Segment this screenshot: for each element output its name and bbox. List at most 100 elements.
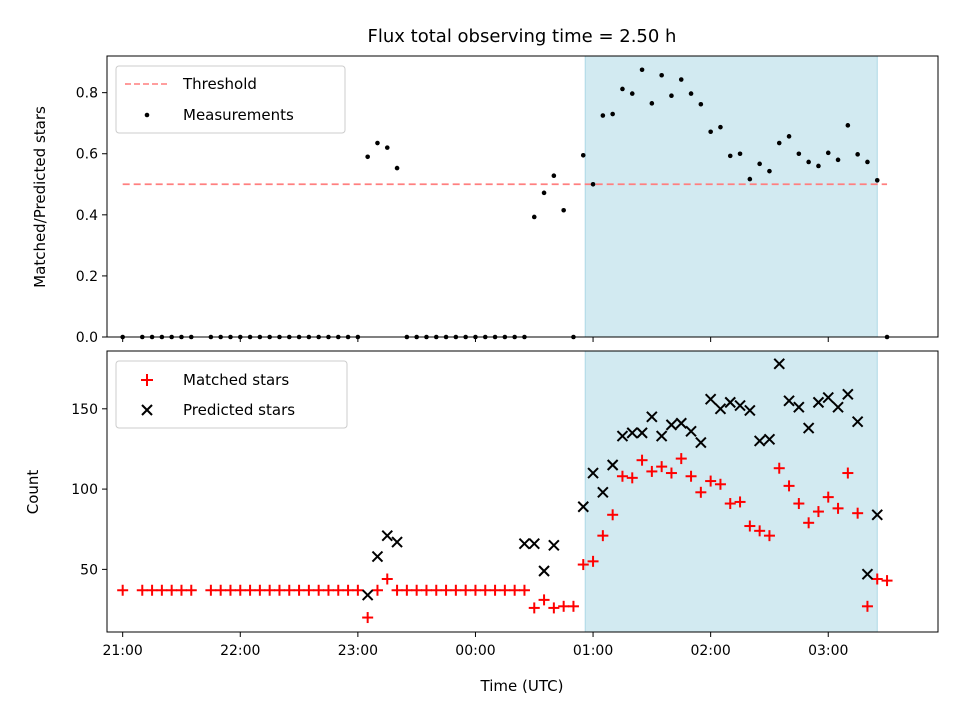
measurement-point: [727, 153, 733, 159]
measurement-point: [610, 111, 615, 117]
measurement-point: [669, 93, 674, 99]
matched-star-point: [254, 584, 266, 596]
predicted-star-point: [832, 401, 844, 413]
matched-star-point: [548, 602, 560, 614]
matched-star-point: [352, 584, 364, 596]
matched-star-point: [479, 584, 491, 596]
observing-window-span: [584, 55, 878, 338]
matched-star-point: [528, 602, 540, 614]
legend-measurements-swatch: [144, 112, 150, 118]
bottom-predicted-points: [361, 358, 883, 601]
predicted-star-point: [812, 396, 825, 409]
measurement-point: [659, 72, 664, 78]
predicted-star-point: [871, 509, 883, 521]
measurement-point: [629, 91, 635, 96]
predicted-star-point: [802, 422, 815, 434]
predicted-star-point: [597, 486, 609, 499]
matched-star-point: [587, 555, 599, 567]
matched-star-point: [597, 530, 609, 542]
matched-star-point: [812, 506, 824, 518]
matched-star-point: [313, 584, 325, 596]
predicted-star-point: [861, 568, 874, 580]
matched-star-point: [440, 584, 452, 596]
predicted-star-point: [646, 411, 658, 423]
predicted-star-point: [773, 358, 785, 370]
matched-star-point: [293, 584, 305, 596]
measurement-point: [835, 157, 841, 163]
legend-matched-label: Matched stars: [183, 371, 289, 389]
predicted-star-point: [851, 415, 864, 428]
predicted-star-point: [734, 399, 746, 412]
x-tick-label: 22:00: [220, 643, 260, 659]
matched-star-point: [538, 594, 550, 606]
x-tick-label: 01:00: [573, 643, 613, 659]
predicted-star-point: [381, 529, 393, 542]
matched-star-point: [215, 584, 227, 596]
measurement-point: [806, 159, 811, 165]
predicted-star-point: [793, 401, 805, 413]
legend-threshold-label: Threshold: [182, 75, 257, 93]
predicted-star-point: [753, 435, 766, 447]
matched-star-point: [136, 584, 148, 596]
measurement-point: [590, 181, 596, 187]
measurement-point: [551, 173, 557, 179]
predicted-star-point: [655, 430, 668, 442]
predicted-star-point: [606, 459, 619, 471]
predicted-star-point: [616, 430, 629, 442]
bottom-y-axis-label: Count: [24, 470, 42, 515]
measurement-point: [620, 86, 625, 92]
measurement-point: [375, 140, 380, 146]
measurement-point: [384, 145, 390, 150]
matched-star-point: [175, 584, 187, 596]
predicted-star-point: [744, 404, 756, 417]
measurement-point: [737, 151, 743, 157]
predicted-star-point: [783, 395, 795, 407]
matched-star-point: [705, 475, 717, 487]
x-tick-label: 03:00: [808, 643, 848, 659]
measurement-point: [708, 129, 713, 135]
bottom-matched-points: [117, 453, 893, 624]
matched-star-point: [166, 584, 178, 596]
matched-star-point: [273, 584, 285, 596]
top-x-ticks: [122, 337, 829, 342]
measurement-point: [874, 178, 880, 183]
matched-star-point: [401, 584, 413, 596]
predicted-star-point: [626, 427, 638, 439]
matched-star-point: [518, 584, 530, 596]
predicted-star-point: [548, 539, 560, 551]
measurement-point: [649, 101, 655, 106]
predicted-star-point: [685, 425, 697, 437]
predicted-star-point: [528, 537, 540, 550]
matched-star-point: [616, 470, 628, 482]
matched-star-point: [832, 502, 844, 514]
measurement-point: [531, 214, 537, 220]
measurement-point: [747, 176, 753, 182]
predicted-star-point: [577, 501, 589, 513]
matched-star-point: [469, 584, 481, 596]
top-y-tick-label: 0.2: [76, 269, 98, 285]
predicted-star-point: [665, 419, 678, 431]
predicted-star-point: [714, 403, 727, 415]
matched-star-point: [156, 584, 168, 596]
matched-star-point: [567, 600, 579, 612]
matched-star-point: [460, 584, 472, 596]
measurement-point: [786, 134, 792, 139]
top-y-axis-label: Matched/Predicted stars: [31, 106, 49, 288]
measurement-point: [580, 152, 586, 158]
measurement-point: [767, 168, 772, 174]
measurement-point: [845, 123, 851, 128]
top-legend: Threshold Measurements: [115, 65, 346, 134]
matched-star-point: [558, 600, 570, 612]
matched-star-point: [675, 453, 687, 465]
matched-star-point: [793, 498, 805, 510]
matched-star-point: [509, 584, 521, 596]
bottom-y-tick-label: 100: [71, 482, 98, 498]
measurement-point: [855, 152, 860, 157]
matched-star-point: [861, 600, 873, 612]
matched-star-point: [773, 462, 785, 474]
matched-star-point: [607, 509, 619, 521]
top-y-tick-label: 0.8: [76, 86, 98, 102]
matched-star-point: [783, 480, 795, 492]
measurement-point: [541, 190, 547, 196]
matched-star-point: [430, 584, 442, 596]
